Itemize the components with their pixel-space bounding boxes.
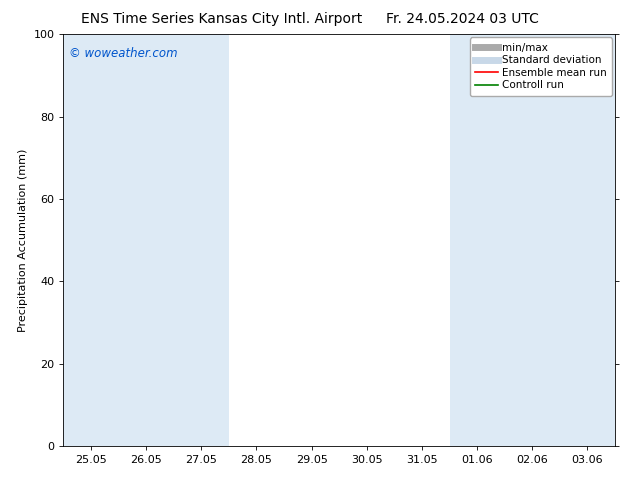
Legend: min/max, Standard deviation, Ensemble mean run, Controll run: min/max, Standard deviation, Ensemble me… (470, 37, 612, 96)
Bar (560, 34, 615, 446)
Bar (119, 34, 174, 446)
Text: ENS Time Series Kansas City Intl. Airport: ENS Time Series Kansas City Intl. Airpor… (81, 12, 363, 26)
Bar (505, 34, 560, 446)
Y-axis label: Precipitation Accumulation (mm): Precipitation Accumulation (mm) (18, 148, 28, 332)
Text: Fr. 24.05.2024 03 UTC: Fr. 24.05.2024 03 UTC (386, 12, 540, 26)
Text: © woweather.com: © woweather.com (69, 47, 178, 60)
Bar (174, 34, 229, 446)
Bar (63, 34, 119, 446)
Bar (450, 34, 505, 446)
